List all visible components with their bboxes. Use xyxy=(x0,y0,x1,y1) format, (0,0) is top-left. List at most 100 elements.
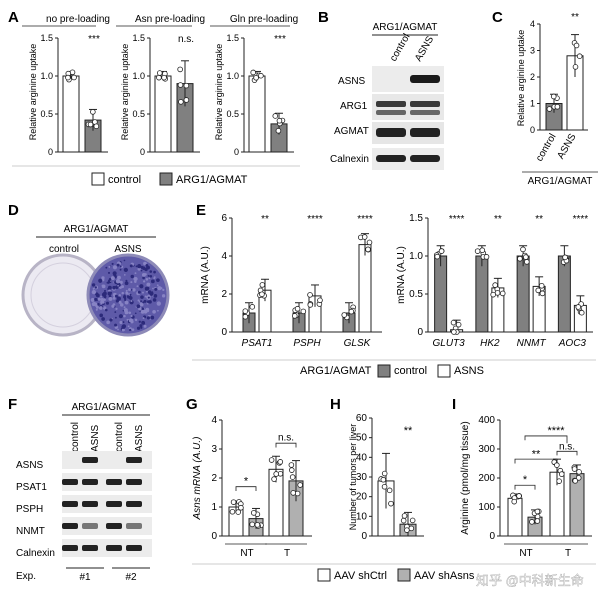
bar-control xyxy=(62,75,80,153)
colony xyxy=(118,298,121,300)
colony xyxy=(140,269,143,272)
colony xyxy=(123,314,126,318)
data-point xyxy=(490,291,496,298)
y-tick-label: 0 xyxy=(234,147,239,157)
colony xyxy=(119,268,122,271)
colony xyxy=(131,328,135,331)
significance-label: ** xyxy=(571,12,579,23)
y-tick-label: 0.5 xyxy=(132,109,145,119)
data-point xyxy=(558,471,565,477)
colony xyxy=(140,295,144,299)
colony xyxy=(154,287,158,291)
colony xyxy=(147,296,150,299)
colony xyxy=(95,308,98,311)
panel-letter-f: F xyxy=(8,396,17,413)
significance-label: ** xyxy=(404,425,413,437)
band-agmat-control xyxy=(376,128,406,137)
colony xyxy=(106,281,109,284)
colony xyxy=(107,271,111,274)
colony xyxy=(101,276,105,280)
colony xyxy=(145,290,148,293)
colony xyxy=(142,291,144,294)
colony xyxy=(101,284,106,289)
colony xyxy=(94,286,97,289)
y-tick-label: 4 xyxy=(530,19,535,29)
colony xyxy=(123,274,126,276)
y-tick-label: 60 xyxy=(356,413,368,424)
blot-band xyxy=(82,479,98,485)
x-tick-label: HK2 xyxy=(480,338,500,349)
colony xyxy=(125,279,128,282)
significance-label: n.s. xyxy=(178,34,194,45)
blot-f-exp-2: #2 xyxy=(125,572,137,583)
colony xyxy=(109,318,113,322)
colony xyxy=(138,320,141,323)
colony xyxy=(103,295,107,299)
data-point xyxy=(400,517,407,524)
colony xyxy=(121,325,126,329)
blot-b-row-asns: ASNS xyxy=(338,76,366,87)
colony xyxy=(118,300,122,304)
plate-label-control: control xyxy=(49,244,79,255)
data-point xyxy=(178,99,184,105)
y-tick-label: 0 xyxy=(530,125,535,135)
colony xyxy=(142,280,146,283)
data-point xyxy=(492,282,498,288)
legend-swatch-shasns xyxy=(397,568,411,582)
colony xyxy=(97,303,100,306)
colony xyxy=(128,311,132,315)
colony xyxy=(145,286,150,291)
significance-label: **** xyxy=(357,214,373,225)
blot-f-lane-4: ASNS xyxy=(134,424,145,452)
colony xyxy=(146,300,150,304)
data-point xyxy=(291,313,298,319)
legend-swatch-e-control xyxy=(377,364,391,378)
data-point xyxy=(434,253,441,260)
data-point xyxy=(575,304,582,310)
colony xyxy=(130,300,133,302)
y-tick-label: 1 xyxy=(530,99,535,109)
data-point xyxy=(258,72,264,79)
colony xyxy=(112,271,117,276)
colony xyxy=(114,294,118,298)
blot-f-header: ARG1/AGMAT xyxy=(72,402,137,413)
panel-letter-h: H xyxy=(330,396,341,413)
blot-band xyxy=(126,501,142,507)
data-point xyxy=(578,309,585,316)
data-point xyxy=(288,467,295,473)
colony xyxy=(152,298,157,302)
panel-g-ylabel: Asns mRNA (A.U.) xyxy=(192,437,203,521)
significance-label: **** xyxy=(449,214,465,225)
colony xyxy=(142,266,146,271)
data-point xyxy=(307,292,313,298)
colony xyxy=(123,259,126,262)
colony xyxy=(146,265,150,270)
x-tick-label: PSAT1 xyxy=(242,338,273,349)
data-point xyxy=(242,308,249,314)
significance-label: ** xyxy=(494,214,502,225)
panel-c: Relative arginine uptake 0 1 2 3 4 ** controlAS… xyxy=(516,12,598,187)
colony xyxy=(125,291,129,295)
colony xyxy=(111,262,114,265)
colony xyxy=(137,267,141,271)
colony xyxy=(128,296,133,300)
legend-swatch-shctrl xyxy=(317,568,331,582)
colony xyxy=(104,289,106,292)
colony xyxy=(115,316,117,319)
y-tick-label: 50 xyxy=(356,433,368,444)
significance-label: n.s. xyxy=(278,432,294,443)
data-point xyxy=(288,462,295,468)
panel-a-chart-2: Asn pre-loading 0 0.5 1.0 1.5 n.s. Relative ar… xyxy=(120,14,205,157)
colony xyxy=(130,289,133,291)
sig-bracket xyxy=(275,442,297,448)
bar-control xyxy=(154,75,172,153)
colony xyxy=(150,279,155,284)
panel-a: Relative arginine uptake no pre-loading 0… xyxy=(12,14,300,186)
colony xyxy=(128,318,134,323)
panel-e-legend: ARG1/AGMAT control ASNS xyxy=(192,359,596,378)
x-tick-label: GLSK xyxy=(344,338,372,349)
data-point xyxy=(229,508,236,515)
data-point xyxy=(381,483,388,490)
colony xyxy=(144,295,147,298)
